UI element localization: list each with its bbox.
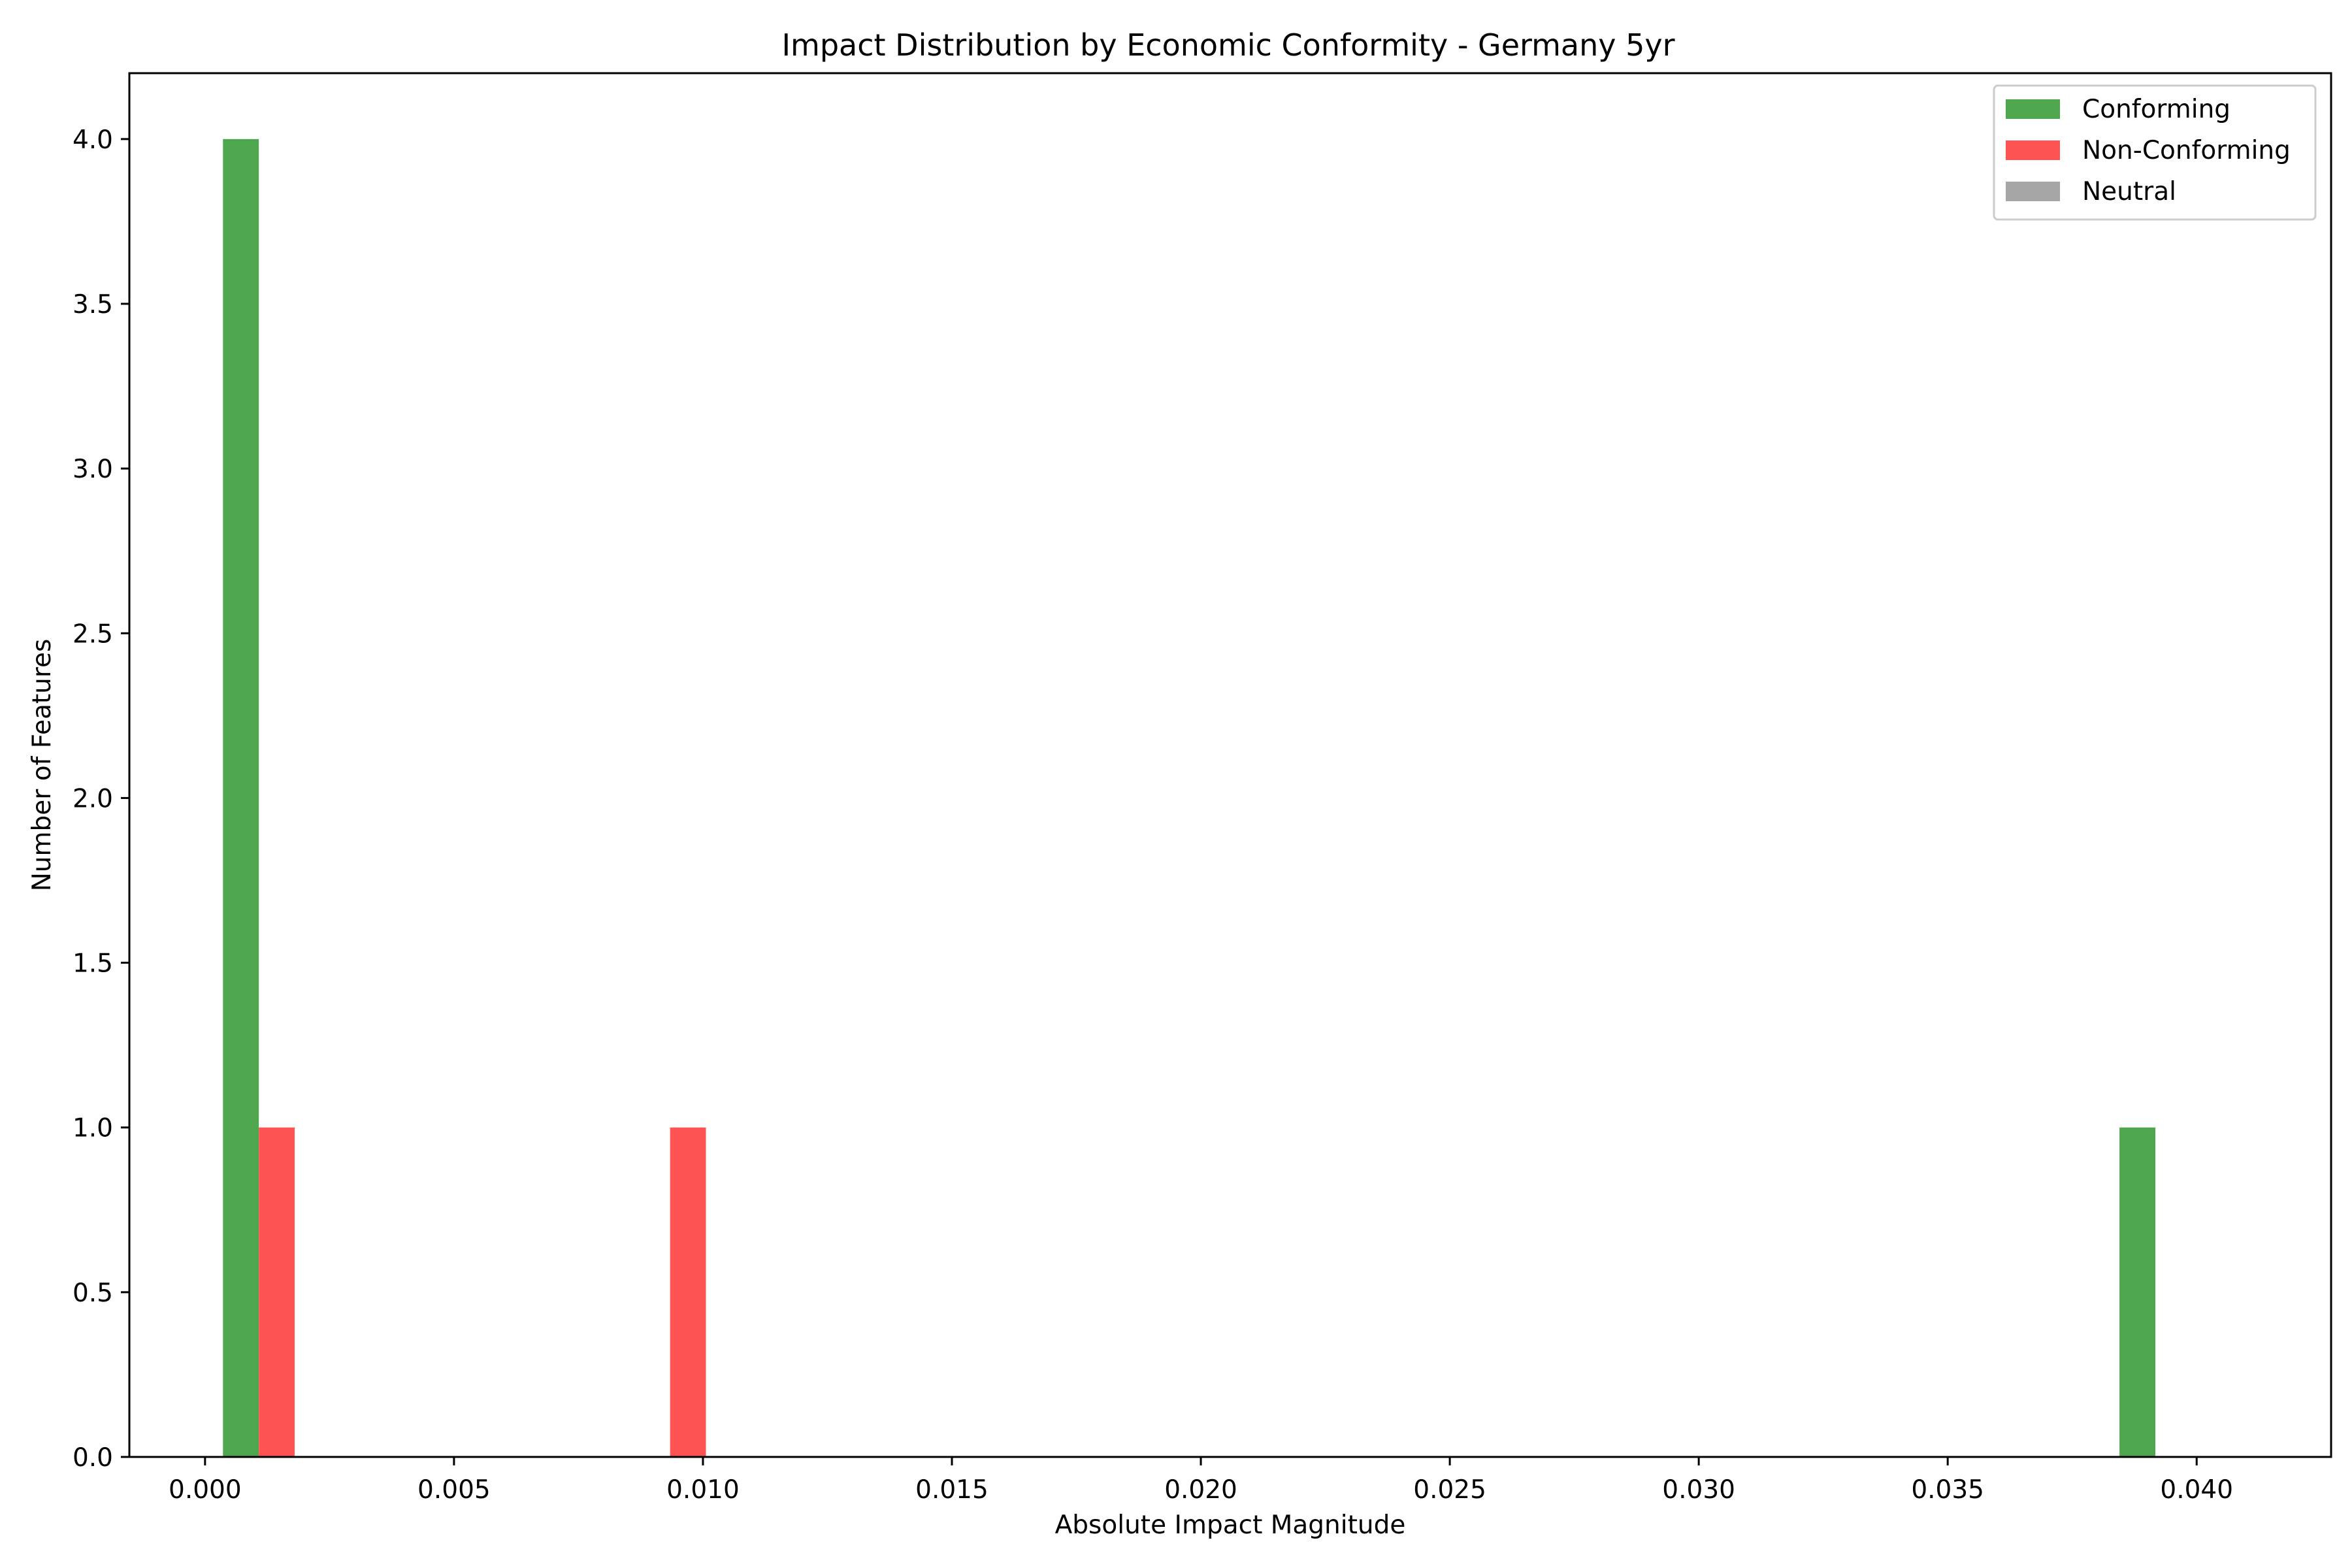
legend-box (1993, 84, 2317, 221)
y-tick-label: 3.0 (73, 455, 113, 484)
y-tick-label: 0.5 (73, 1279, 113, 1308)
x-tick-label: 0.040 (2160, 1475, 2233, 1505)
y-tick-label: 2.0 (73, 784, 113, 813)
x-tick-label: 0.015 (915, 1475, 988, 1505)
x-axis-label: Absolute Impact Magnitude (1055, 1511, 1406, 1540)
y-tick-label: 3.5 (73, 290, 113, 319)
x-tick-label: 0.035 (1911, 1475, 1984, 1505)
legend-swatch-conforming (2006, 99, 2060, 119)
chart-title: Impact Distribution by Economic Conformi… (781, 27, 1674, 63)
legend-label-neutral: Neutral (2082, 177, 2176, 206)
bar-non-conforming-1 (670, 1127, 706, 1457)
legend-label-non-conforming: Non-Conforming (2082, 136, 2291, 165)
legend-label-conforming: Conforming (2082, 95, 2230, 124)
legend: Conforming Non-Conforming Neutral (1993, 84, 2317, 221)
x-tick-label: 0.000 (169, 1475, 242, 1505)
plot-area (223, 139, 2155, 1457)
y-tick-label: 1.5 (73, 949, 113, 979)
x-tick-label: 0.020 (1164, 1475, 1237, 1505)
y-axis: 0.0 0.5 1.0 1.5 2.0 2.5 3.0 3.5 4.0 (73, 125, 129, 1473)
plot-frame (128, 72, 2332, 1458)
x-tick-label: 0.005 (417, 1475, 491, 1505)
bar-non-conforming-0 (259, 1127, 295, 1457)
y-tick-label: 0.0 (73, 1443, 113, 1473)
y-tick-label: 4.0 (73, 125, 113, 155)
x-tick-label: 0.030 (1662, 1475, 1735, 1505)
y-axis-label: Number of Features (27, 639, 57, 892)
y-tick-label: 2.5 (73, 619, 113, 649)
y-tick-label: 1.0 (73, 1114, 113, 1143)
legend-swatch-non-conforming (2006, 140, 2060, 160)
x-axis: 0.000 0.005 0.010 0.015 0.020 0.025 0.030 0.035… (169, 1457, 2233, 1505)
x-tick-label: 0.010 (666, 1475, 740, 1505)
legend-swatch-neutral (2006, 182, 2060, 201)
bar-conforming-0 (223, 139, 259, 1457)
bar-conforming-1 (2119, 1127, 2155, 1457)
x-tick-label: 0.025 (1413, 1475, 1486, 1505)
